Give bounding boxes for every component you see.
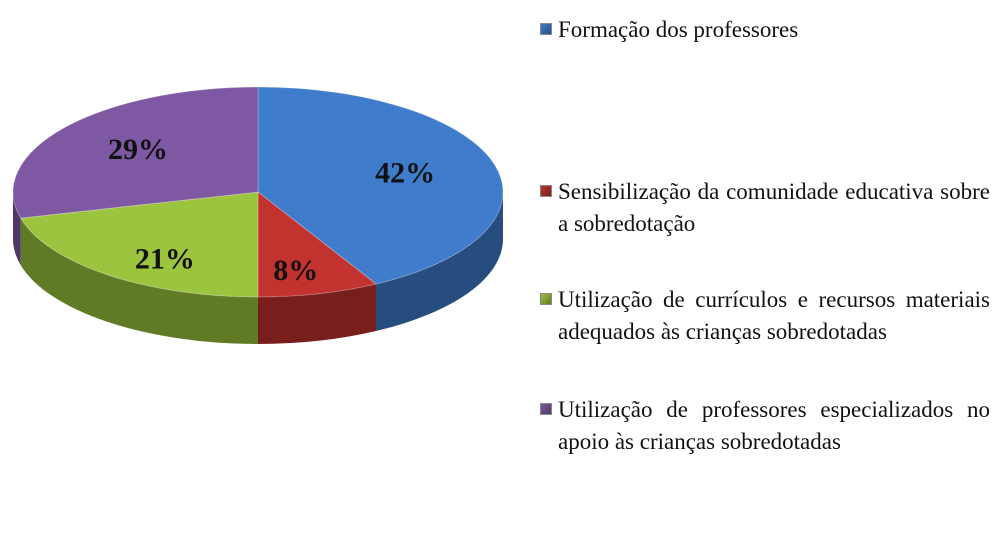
- data-label: 29%: [108, 133, 168, 166]
- legend-item: Sensibilização da comunidade educativa s…: [540, 176, 990, 240]
- pie-plot: 42% 8% 21% 29%: [12, 86, 504, 344]
- legend-item: Utilização de currículos e recursos mate…: [540, 284, 990, 348]
- data-label: 42%: [375, 157, 435, 190]
- slice: [257, 86, 504, 285]
- legend-label: Utilização de currículos e recursos mate…: [558, 287, 990, 344]
- slice-side: [376, 192, 503, 332]
- legend-label: Formação dos professores: [558, 17, 799, 42]
- legend-label: Utilização de professores especializados…: [558, 397, 990, 454]
- legend-swatch: [540, 23, 552, 35]
- slice: [19, 191, 259, 298]
- slice: [257, 190, 378, 298]
- legend-label: Sensibilização da comunidade educativa s…: [558, 179, 990, 236]
- legend-swatch: [540, 403, 552, 415]
- legend-swatch: [540, 185, 552, 197]
- data-label: 21%: [135, 242, 195, 275]
- legend-item: Formação dos professores: [540, 14, 990, 46]
- legend-swatch: [540, 293, 552, 305]
- slice: [12, 86, 259, 219]
- legend-item: Utilização de professores especializados…: [540, 394, 990, 458]
- data-label: 8%: [273, 254, 318, 287]
- slice-side: [258, 284, 377, 344]
- slice-side: [20, 218, 258, 344]
- slice-side: [13, 192, 21, 266]
